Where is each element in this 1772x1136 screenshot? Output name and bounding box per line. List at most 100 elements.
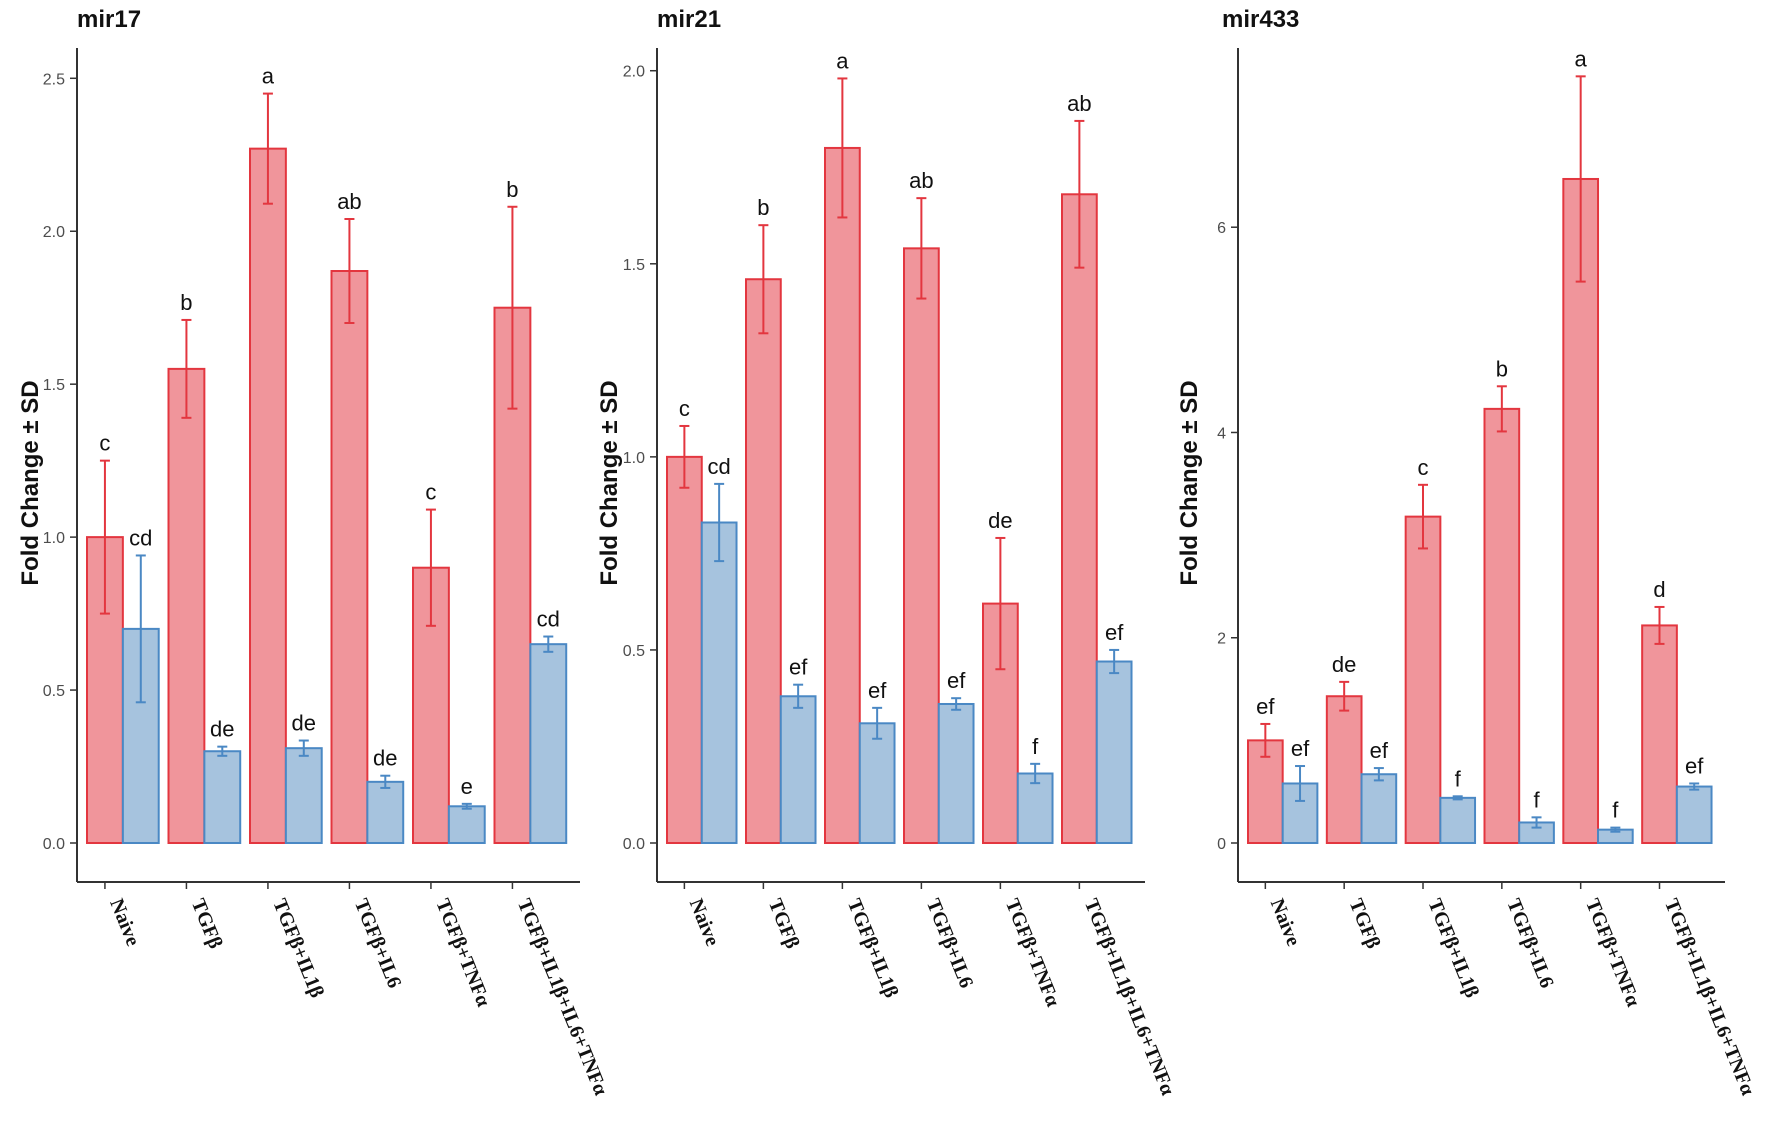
significance-letter-blue: f [1032, 734, 1039, 759]
x-tick-label: TGFβ+IL1β [1423, 896, 1483, 1001]
significance-letter-red: de [988, 508, 1012, 533]
bar-blue [529, 643, 568, 844]
bar-red [1641, 624, 1678, 845]
x-tick-label: TGFβ [1345, 896, 1385, 952]
significance-letter-red: d [1653, 577, 1665, 602]
bar-red [1404, 515, 1442, 844]
y-tick-label: 2.0 [623, 64, 645, 81]
y-tick-label: 6 [1217, 220, 1226, 237]
significance-letter-blue: f [1612, 798, 1619, 823]
significance-letter-red: a [262, 64, 275, 89]
y-tick-label: 1.5 [43, 377, 65, 394]
y-tick-label: 0.5 [43, 683, 65, 700]
y-tick-label: 1.0 [43, 530, 65, 547]
significance-letter-blue: ef [1105, 620, 1124, 645]
y-tick-label: 4 [1217, 425, 1226, 442]
x-tick-label: TGFβ+TNFα [1001, 896, 1064, 1010]
significance-letter-red: ab [909, 168, 933, 193]
bar-red [903, 247, 940, 844]
y-tick-label: 0.0 [43, 836, 65, 853]
bar-blue [1675, 785, 1713, 844]
bar-blue [1095, 660, 1133, 844]
y-tick-label: 2.5 [43, 71, 65, 88]
significance-letter-red: b [506, 177, 518, 202]
y-tick-label: 0.0 [623, 836, 645, 853]
bar-red [1325, 695, 1363, 844]
significance-letter-red: c [1418, 455, 1429, 480]
significance-letter-blue: ef [1291, 736, 1310, 761]
bar-red [167, 367, 206, 844]
y-tick-label: 2 [1217, 631, 1226, 648]
bar-red [666, 455, 703, 844]
bar-red [824, 146, 861, 844]
panel-title: mir433 [1222, 6, 1299, 33]
significance-letter-red: c [99, 431, 110, 456]
y-tick-label: 1.5 [623, 257, 645, 274]
bar-red [1562, 177, 1600, 844]
bar-blue [447, 805, 486, 845]
significance-letter-blue: cd [129, 525, 152, 550]
significance-letter-red: c [425, 480, 436, 505]
bar-blue [858, 722, 896, 845]
x-tick-label: TGFβ+IL6 [350, 896, 406, 992]
panel-title: mir21 [657, 6, 721, 33]
bar-red [249, 147, 287, 845]
x-tick-label: TGFβ+IL1β+IL6+TNFα [1660, 896, 1759, 1099]
bar-blue [700, 521, 738, 844]
x-tick-label: TGFβ+IL1β [268, 896, 328, 1001]
bar-blue [203, 750, 242, 844]
y-axis-label: Fold Change ± SD [596, 380, 623, 585]
significance-letter-blue: e [461, 774, 473, 799]
bar-blue [284, 747, 323, 844]
bar-blue [1439, 796, 1477, 844]
y-tick-label: 1.0 [623, 450, 645, 467]
y-axis-label: Fold Change ± SD [17, 380, 44, 585]
panel-mir21: mir21 Fold Change ± SD 0.0 0.5 1.0 1.5 2.0 c cd N… [596, 6, 1179, 1098]
significance-letter-blue: ef [1685, 753, 1704, 778]
significance-letter-blue: de [210, 717, 234, 742]
significance-letter-red: b [757, 195, 769, 220]
y-tick-label: 0.5 [623, 643, 645, 660]
significance-letter-red: ab [1067, 91, 1091, 116]
significance-letter-red: de [1332, 652, 1356, 677]
bar-blue [779, 695, 817, 844]
y-axis-label: Fold Change ± SD [1176, 380, 1203, 585]
bar-blue [1360, 773, 1398, 844]
x-tick-label: Naive [105, 896, 144, 950]
x-tick-label: TGFβ [187, 896, 227, 952]
x-tick-label: Naive [685, 896, 724, 950]
significance-letter-red: ef [1256, 694, 1275, 719]
x-tick-label: TGFβ+IL6 [1502, 896, 1558, 992]
significance-letter-red: a [1575, 46, 1588, 71]
bar-red [330, 270, 369, 844]
y-tick-label: 2.0 [43, 224, 65, 241]
x-tick-label: Naive [1266, 896, 1305, 950]
significance-letter-blue: de [292, 711, 316, 736]
bar-red [1061, 193, 1098, 845]
panel-title: mir17 [77, 6, 141, 33]
significance-letter-red: a [836, 48, 849, 73]
significance-letter-blue: f [1455, 766, 1462, 791]
significance-letter-red: ab [337, 189, 361, 214]
significance-letter-red: c [679, 396, 690, 421]
significance-letter-blue: cd [537, 607, 560, 632]
x-tick-label: TGFβ [764, 896, 804, 952]
bar-blue [366, 780, 405, 845]
significance-letter-blue: cd [708, 454, 731, 479]
significance-letter-blue: ef [789, 655, 808, 680]
y-tick-label: 0 [1217, 836, 1226, 853]
x-tick-label: TGFβ+TNFα [431, 896, 494, 1010]
significance-letter-blue: f [1533, 787, 1540, 812]
significance-letter-red: b [1496, 356, 1508, 381]
x-tick-label: TGFβ+IL6 [922, 896, 978, 992]
bar-blue [937, 702, 975, 845]
significance-letter-blue: ef [1370, 738, 1389, 763]
significance-letter-red: b [180, 290, 192, 315]
x-tick-label: TGFβ+IL1β+IL6+TNFα [1080, 896, 1179, 1099]
bar-red [745, 278, 782, 844]
significance-letter-blue: ef [868, 678, 887, 703]
x-tick-label: TGFβ+IL1β [843, 896, 903, 1001]
x-tick-label: TGFβ+TNFα [1581, 896, 1644, 1010]
significance-letter-blue: de [373, 746, 397, 771]
